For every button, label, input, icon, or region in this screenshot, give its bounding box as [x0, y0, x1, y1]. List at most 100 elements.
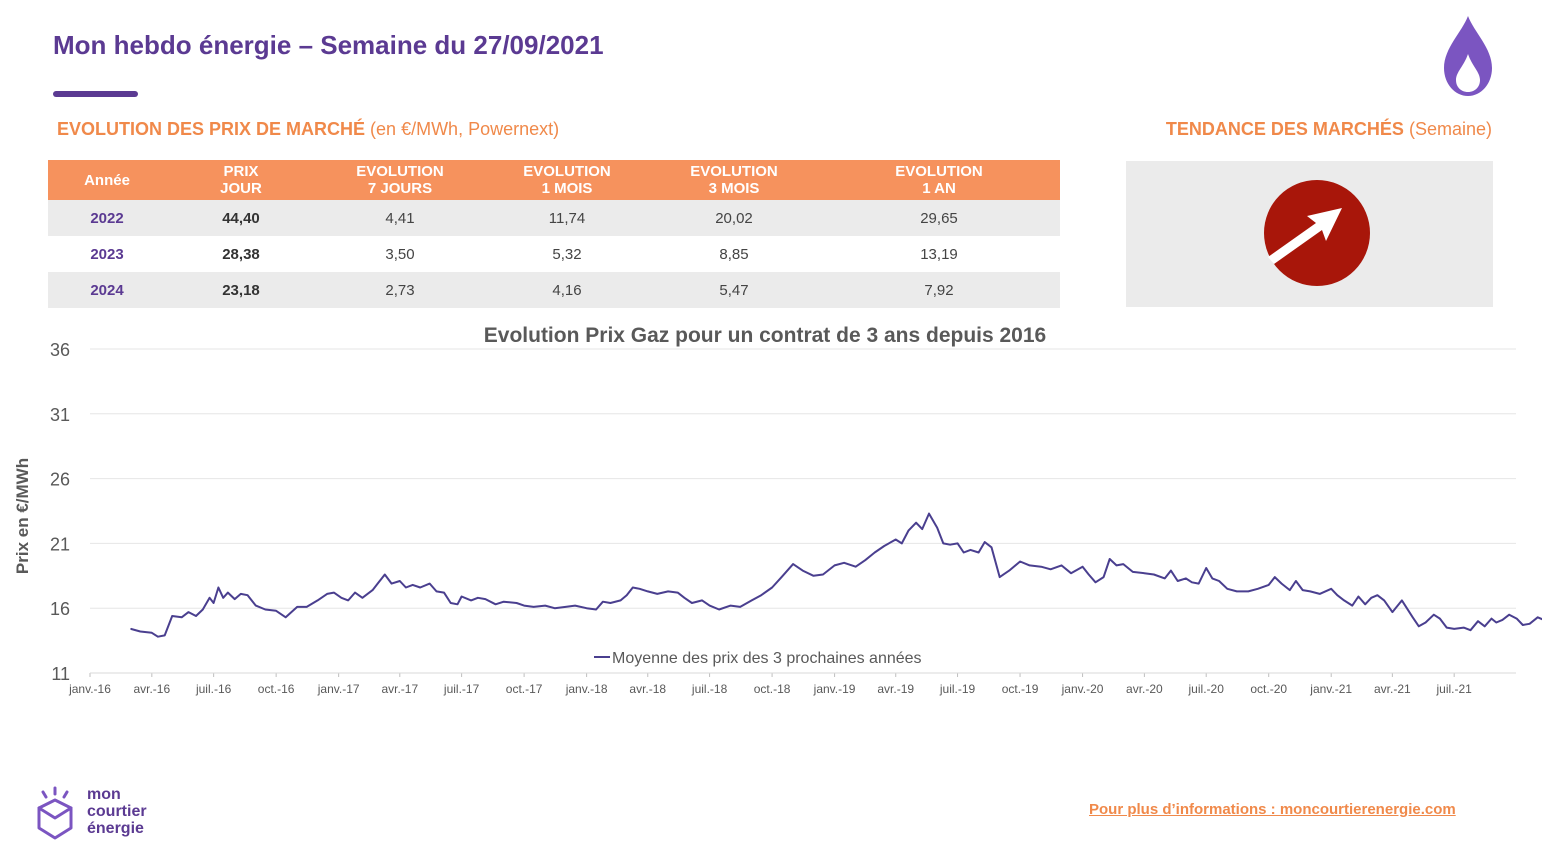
data-point [1185, 577, 1187, 579]
data-point [222, 597, 224, 599]
data-point [574, 605, 576, 607]
data-point [751, 599, 753, 601]
data-point [1164, 577, 1166, 579]
cell-evol-3m: 20,02 [650, 200, 818, 236]
data-point [484, 598, 486, 600]
cell-price: 23,18 [166, 272, 316, 308]
data-point [1336, 594, 1338, 596]
data-point [419, 586, 421, 589]
table-header-row: Année PRIX JOUR EVOLUTION 7 JOURS EVOLUTIO… [48, 160, 1060, 200]
data-point [963, 551, 965, 554]
data-point [1122, 563, 1124, 565]
market-prices-heading-bold: EVOLUTION DES PRIX DE MARCHÉ [57, 119, 366, 139]
data-point [957, 542, 959, 544]
data-point [1143, 572, 1145, 574]
data-point [990, 546, 993, 548]
x-tick-label: oct.-17 [506, 682, 543, 696]
data-point [771, 586, 773, 589]
x-tick-label: janv.-21 [1309, 682, 1352, 696]
data-point [503, 601, 505, 603]
data-point [1439, 618, 1441, 620]
x-tick-label: oct.-16 [258, 682, 295, 696]
data-point [978, 551, 980, 554]
trend-heading-period: (Semaine) [1408, 119, 1492, 139]
x-tick-label: avr.-18 [629, 682, 666, 696]
cell-evol-3m: 5,47 [650, 272, 818, 308]
data-point [1537, 616, 1539, 618]
data-point [701, 599, 703, 601]
data-point [855, 566, 857, 568]
more-info-link[interactable]: Pour plus d’informations : moncourtieren… [1089, 801, 1456, 818]
x-tick-label: oct.-18 [754, 682, 791, 696]
x-tick-label: juil.-19 [939, 682, 976, 696]
data-point [378, 581, 380, 583]
data-point [1516, 618, 1518, 620]
chart-title: Evolution Prix Gaz pour un contrat de 3 … [484, 324, 1046, 347]
cell-evol-1y: 13,19 [920, 245, 958, 263]
x-tick-label: avr.-17 [381, 682, 418, 696]
cell-evol-7d: 2,73 [316, 272, 484, 308]
data-point [1383, 599, 1385, 601]
data-point [802, 570, 804, 572]
data-point [1357, 595, 1359, 598]
data-point [1343, 599, 1345, 601]
data-point [554, 607, 556, 609]
data-point [227, 592, 229, 594]
trend-heading-bold: TENDANCE DES MARCHÉS [1165, 119, 1404, 139]
cell-year: 2024 [48, 272, 166, 308]
data-point [399, 580, 401, 582]
flame-icon [1444, 16, 1492, 96]
data-point [456, 603, 459, 605]
data-point [709, 605, 711, 607]
data-point [477, 597, 479, 599]
data-point [1401, 599, 1403, 601]
data-point [908, 529, 910, 531]
data-point [1115, 564, 1118, 566]
data-point [691, 602, 693, 604]
data-point [1453, 628, 1455, 630]
data-point [340, 597, 342, 599]
page-title: Mon hebdo énergie – Semaine du 27/09/202… [53, 30, 604, 60]
y-tick-label: 21 [50, 534, 70, 554]
table-row: 2024 23,18 2,73 4,16 5,47 7,92 [48, 272, 1060, 308]
data-point [372, 589, 374, 591]
y-axis-label: Prix en €/MWh [13, 458, 32, 574]
x-tick-label: juil.-20 [1188, 682, 1225, 696]
x-tick-label: avr.-19 [877, 682, 914, 696]
cell-evol-1m: 11,74 [484, 200, 650, 236]
data-point [470, 599, 472, 601]
data-point [495, 603, 497, 605]
data-point [1309, 590, 1311, 592]
cell-year: 2023 [90, 245, 124, 263]
data-point [915, 522, 917, 524]
data-point [164, 634, 166, 636]
data-point [1364, 603, 1366, 605]
data-point [435, 590, 438, 592]
data-point [151, 632, 153, 634]
data-point [195, 615, 197, 617]
data-point [1236, 590, 1238, 592]
x-tick-label: oct.-20 [1250, 682, 1287, 696]
y-tick-label: 31 [50, 405, 70, 425]
data-point [942, 542, 944, 544]
col-header-price: PRIX JOUR [166, 160, 316, 200]
cell-evol-1m: 5,32 [552, 245, 582, 263]
data-point [1446, 627, 1448, 629]
data-point [609, 602, 612, 604]
trend-heading: TENDANCE DES MARCHÉS (Semaine) [1126, 119, 1492, 140]
data-point [209, 597, 211, 599]
data-point [936, 527, 938, 529]
data-point [667, 590, 669, 592]
data-point [1109, 558, 1111, 560]
data-point [683, 597, 686, 599]
data-point [333, 592, 335, 594]
data-point [275, 610, 277, 612]
data-point [1211, 577, 1213, 579]
market-prices-heading-unit: (en €/MWh, Powernext) [370, 119, 560, 139]
cell-year: 2022 [48, 200, 166, 236]
data-point [187, 611, 190, 613]
data-point [429, 583, 431, 585]
x-tick-label: avr.-20 [1126, 682, 1163, 696]
data-point [595, 608, 597, 611]
data-point [1501, 619, 1503, 621]
